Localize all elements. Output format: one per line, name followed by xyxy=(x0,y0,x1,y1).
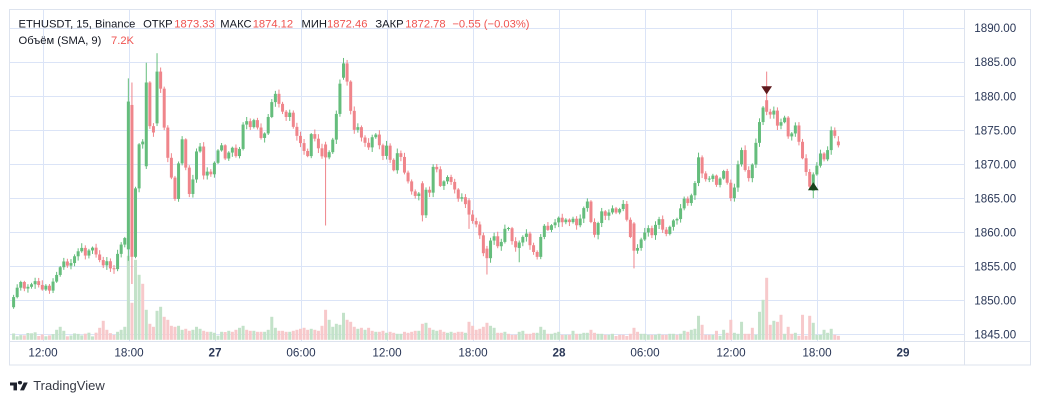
svg-text:18:00: 18:00 xyxy=(114,347,144,360)
svg-text:18:00: 18:00 xyxy=(458,347,488,360)
svg-text:1872.46: 1872.46 xyxy=(327,18,367,30)
svg-text:06:00: 06:00 xyxy=(286,347,316,360)
svg-text:27: 27 xyxy=(208,347,221,360)
svg-text:1850.00: 1850.00 xyxy=(974,295,1016,308)
svg-text:1865.00: 1865.00 xyxy=(974,192,1016,205)
svg-text:1845.00: 1845.00 xyxy=(974,329,1016,342)
svg-text:18:00: 18:00 xyxy=(802,347,832,360)
svg-text:−0.55 (−0.03%): −0.55 (−0.03%) xyxy=(452,18,529,30)
svg-text:12:00: 12:00 xyxy=(716,347,746,360)
svg-text:28: 28 xyxy=(552,347,566,360)
svg-text:ЗАКР: ЗАКР xyxy=(375,18,403,30)
svg-text:ETHUSDT, 15, Binance: ETHUSDT, 15, Binance xyxy=(19,18,136,30)
svg-text:МИН: МИН xyxy=(302,18,327,30)
svg-text:1875.00: 1875.00 xyxy=(974,124,1016,137)
svg-text:1874.12: 1874.12 xyxy=(253,18,293,30)
svg-text:7.2K: 7.2K xyxy=(111,35,135,47)
svg-text:ОТКР: ОТКР xyxy=(143,18,173,30)
svg-text:1880.00: 1880.00 xyxy=(974,90,1016,103)
svg-text:1855.00: 1855.00 xyxy=(974,261,1016,274)
svg-text:1872.78: 1872.78 xyxy=(405,18,445,30)
svg-text:12:00: 12:00 xyxy=(28,347,58,360)
svg-text:МАКС: МАКС xyxy=(220,18,251,30)
svg-text:TradingView: TradingView xyxy=(33,378,105,393)
svg-text:Объём (SMA, 9): Объём (SMA, 9) xyxy=(19,35,102,47)
svg-text:1890.00: 1890.00 xyxy=(974,22,1016,35)
svg-text:1885.00: 1885.00 xyxy=(974,56,1016,69)
svg-text:1873.33: 1873.33 xyxy=(174,18,214,30)
svg-text:1860.00: 1860.00 xyxy=(974,227,1016,240)
svg-text:29: 29 xyxy=(896,347,910,360)
svg-text:1870.00: 1870.00 xyxy=(974,158,1016,171)
svg-text:12:00: 12:00 xyxy=(372,347,402,360)
svg-text:06:00: 06:00 xyxy=(630,347,660,360)
